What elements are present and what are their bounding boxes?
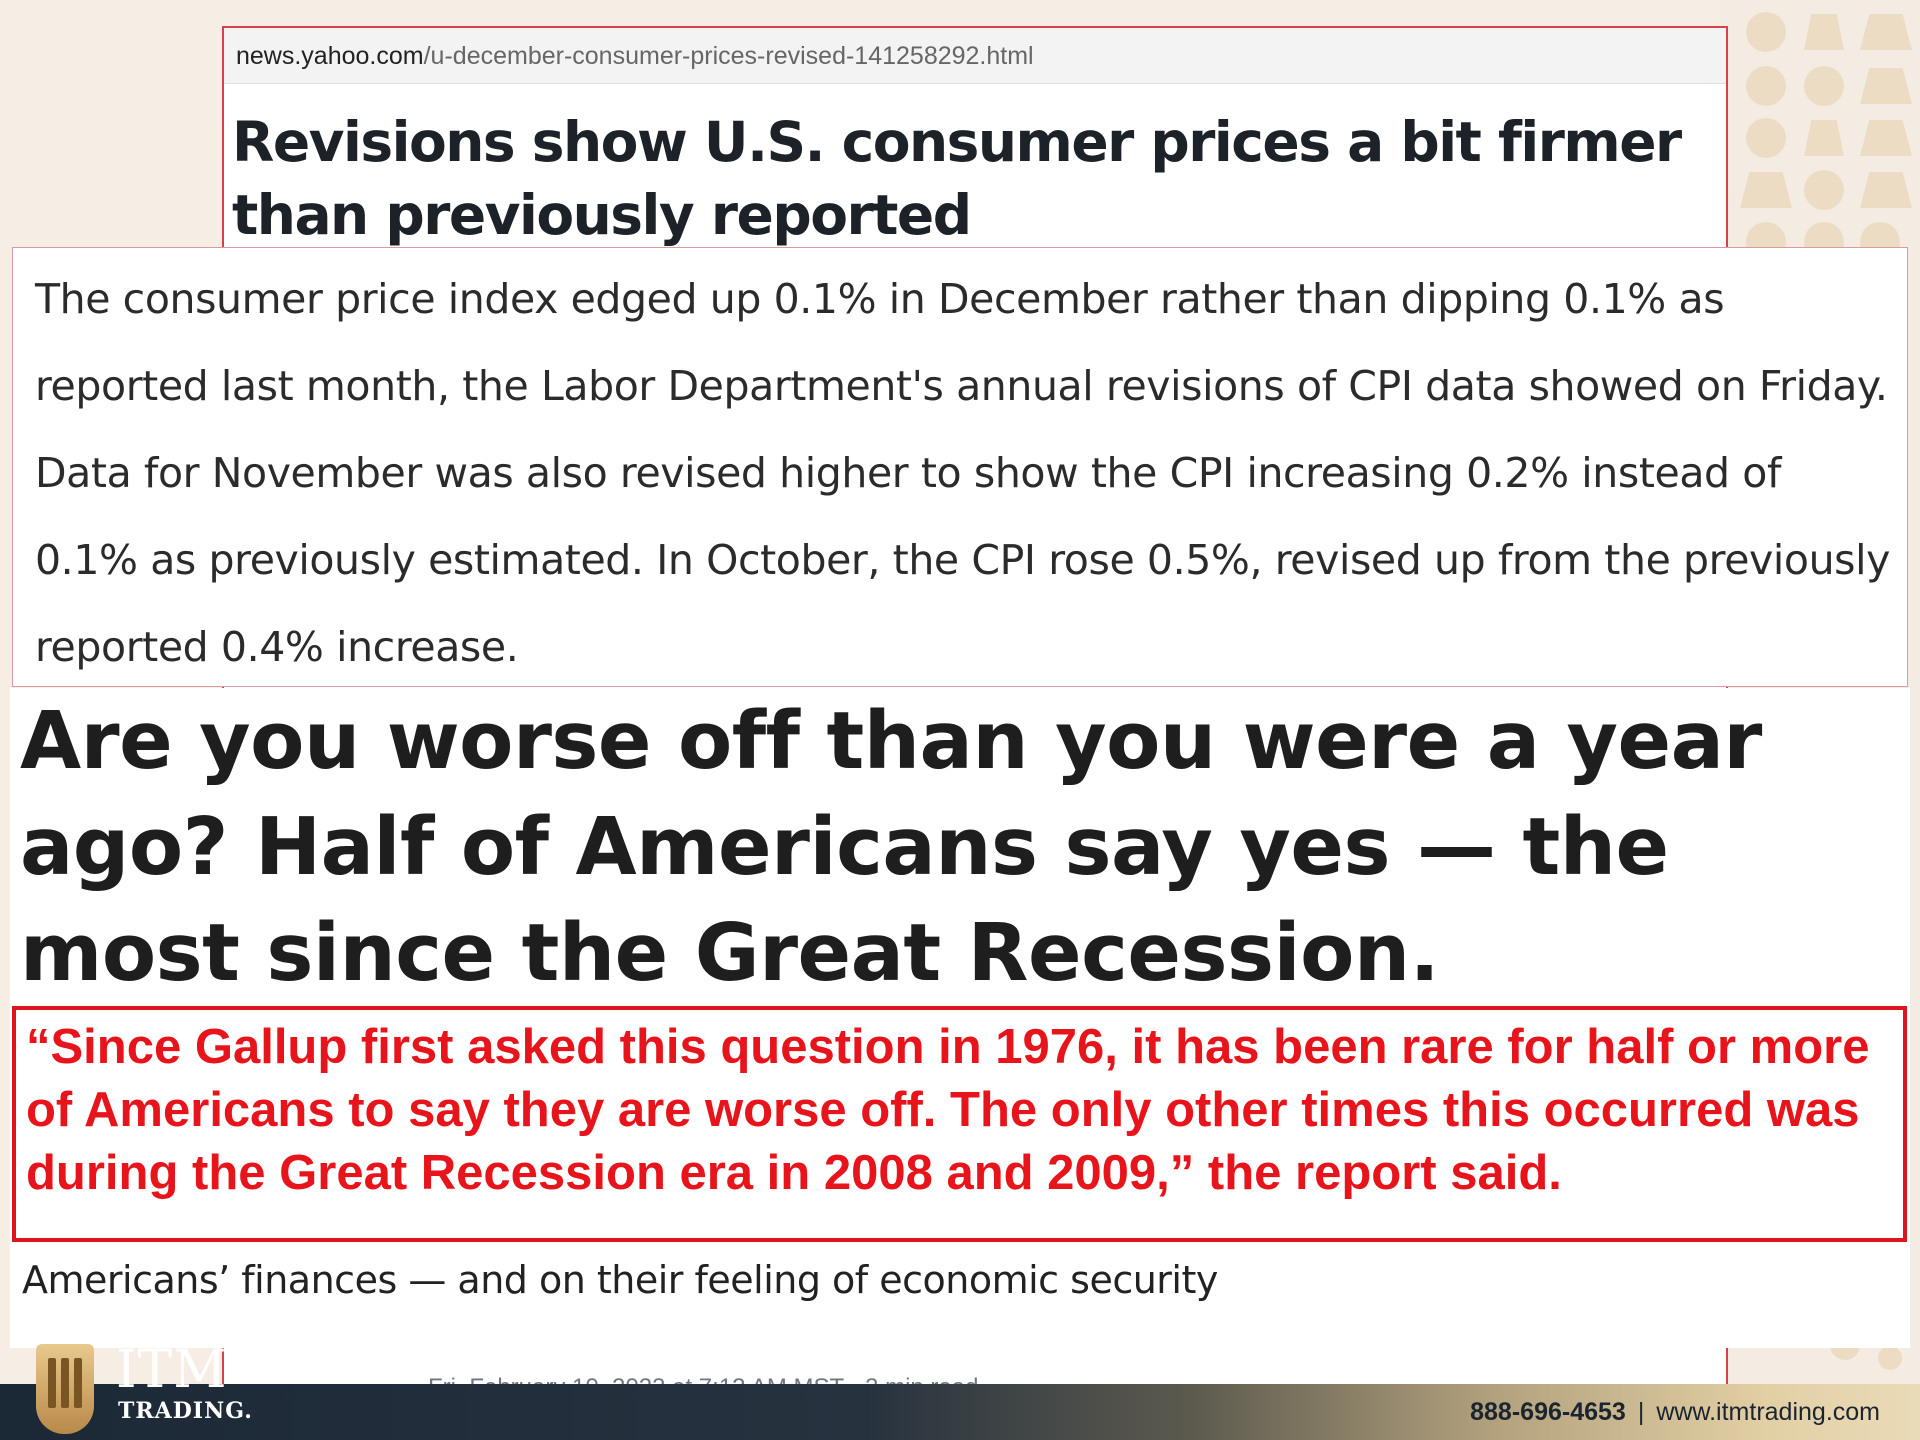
yahoo-headline: Revisions show U.S. consumer prices a bi… — [232, 110, 1682, 247]
gallup-headline: Are you worse off than you were a year a… — [20, 695, 1762, 999]
footer-phone[interactable]: 888-696-4653 — [1470, 1398, 1626, 1426]
logo-subname: TRADING. — [118, 1398, 253, 1424]
footer-bar: 888-696-4653 | www.itmtrading.com — [0, 1384, 1920, 1440]
decor-shape — [1860, 68, 1912, 104]
decor-shape — [1860, 120, 1912, 156]
decor-circle — [1878, 1346, 1902, 1370]
highlighted-quote-box: “Since Gallup first asked this question … — [12, 1006, 1907, 1242]
url-path: /u-december-consumer-prices-revised-1412… — [423, 42, 1034, 70]
decor-circle — [1746, 118, 1786, 158]
decor-shape — [1740, 172, 1792, 208]
decor-circle — [1804, 170, 1844, 210]
pillar-emblem-icon — [36, 1344, 94, 1434]
url-domain: news.yahoo.com — [236, 42, 424, 70]
itm-trading-logo: ITM TRADING. — [36, 1340, 256, 1436]
decor-shape — [1860, 172, 1912, 208]
decor-shape — [1804, 14, 1844, 50]
gallup-article-panel: Are you worse off than you were a year a… — [10, 688, 1910, 1348]
footer-contact: 888-696-4653 | www.itmtrading.com — [1470, 1384, 1880, 1440]
decor-circle — [1804, 66, 1844, 106]
decor-shape — [1804, 120, 1844, 156]
decor-circle — [1746, 12, 1786, 52]
article-subtext: Americans’ finances — and on their feeli… — [22, 1258, 1218, 1302]
footer-website-link[interactable]: www.itmtrading.com — [1656, 1398, 1880, 1426]
address-bar[interactable]: news.yahoo.com/u-december-consumer-price… — [224, 28, 1726, 84]
logo-name: ITM — [116, 1340, 228, 1400]
gallup-quote: “Since Gallup first asked this question … — [26, 1020, 1870, 1200]
cpi-excerpt-panel: The consumer price index edged up 0.1% i… — [12, 247, 1908, 687]
decor-circle — [1746, 66, 1786, 106]
decor-shape — [1860, 14, 1912, 50]
footer-separator: | — [1637, 1398, 1645, 1426]
cpi-paragraph: The consumer price index edged up 0.1% i… — [35, 275, 1890, 671]
